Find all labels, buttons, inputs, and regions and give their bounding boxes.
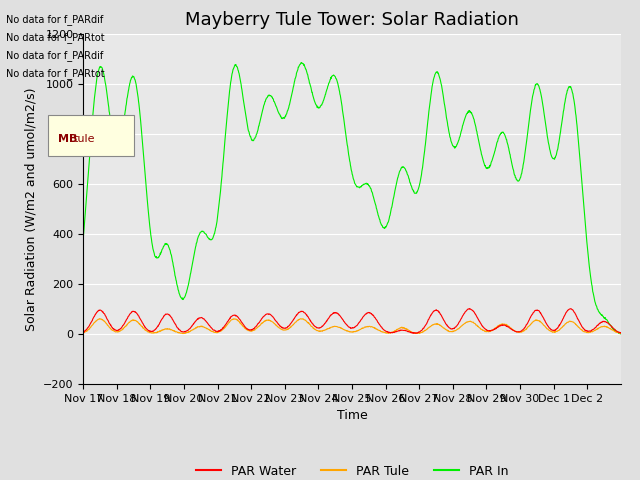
PAR Tule <box>79 330 87 336</box>
PAR Water <box>79 329 87 335</box>
PAR Water <box>163 311 171 317</box>
PAR Water <box>466 306 474 312</box>
PAR In <box>558 121 566 127</box>
PAR Water <box>328 312 335 317</box>
PAR Water <box>479 324 487 330</box>
PAR Tule <box>558 324 566 330</box>
PAR Water <box>338 315 346 321</box>
PAR Water <box>413 330 421 336</box>
PAR Tule <box>179 331 187 336</box>
Text: No data for f_PARtot: No data for f_PARtot <box>6 68 105 79</box>
PAR Tule <box>164 326 172 332</box>
Legend: PAR Water, PAR Tule, PAR In: PAR Water, PAR Tule, PAR In <box>191 460 513 480</box>
Text: MB: MB <box>58 133 77 144</box>
PAR In <box>79 236 87 242</box>
Text: No data for f_PARdif: No data for f_PARdif <box>6 13 104 24</box>
PAR In <box>338 103 346 109</box>
PAR Tule <box>96 316 104 322</box>
PAR In <box>479 156 486 162</box>
X-axis label: Time: Time <box>337 409 367 422</box>
PAR Water <box>617 330 625 336</box>
Text: No data for f_PARtot: No data for f_PARtot <box>6 32 105 43</box>
PAR In <box>298 60 305 65</box>
PAR In <box>163 241 171 247</box>
Text: tule: tule <box>74 133 95 144</box>
Line: PAR Tule: PAR Tule <box>83 319 621 334</box>
PAR In <box>328 73 336 79</box>
PAR Tule <box>611 328 618 334</box>
PAR In <box>617 331 625 337</box>
PAR Water <box>611 327 618 333</box>
PAR In <box>611 326 618 332</box>
PAR Tule <box>479 327 487 333</box>
Line: PAR Water: PAR Water <box>83 309 621 333</box>
PAR Tule <box>617 330 625 336</box>
Y-axis label: Solar Radiation (W/m2 and umol/m2/s): Solar Radiation (W/m2 and umol/m2/s) <box>24 87 37 331</box>
Title: Mayberry Tule Tower: Solar Radiation: Mayberry Tule Tower: Solar Radiation <box>185 11 519 29</box>
PAR Tule <box>328 324 336 330</box>
Line: PAR In: PAR In <box>83 62 621 334</box>
Text: No data for f_PARdif: No data for f_PARdif <box>6 50 104 61</box>
PAR Tule <box>339 326 346 332</box>
PAR Water <box>558 318 566 324</box>
